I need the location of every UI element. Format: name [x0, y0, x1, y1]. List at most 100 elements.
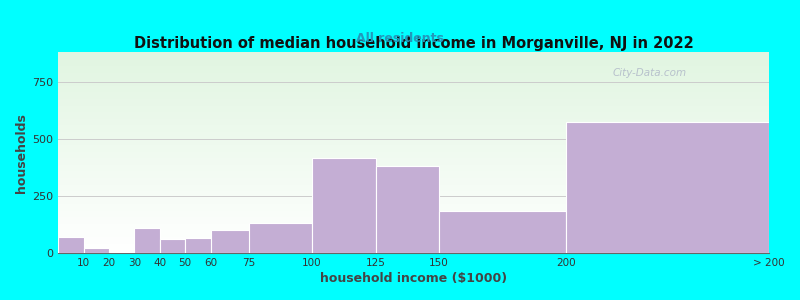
Bar — [58, 149, 769, 150]
Bar — [58, 245, 769, 246]
Bar — [58, 162, 769, 163]
Bar — [58, 183, 769, 184]
Bar — [58, 121, 769, 122]
Bar — [58, 143, 769, 144]
Bar — [58, 110, 769, 111]
Bar — [58, 243, 769, 244]
Bar — [58, 89, 769, 90]
Bar — [58, 134, 769, 135]
Bar — [58, 213, 769, 214]
Bar — [58, 225, 769, 226]
Bar — [58, 93, 769, 94]
Bar — [58, 160, 769, 161]
Bar — [58, 214, 769, 215]
Bar — [58, 72, 769, 73]
Text: All residents: All residents — [356, 32, 444, 44]
Bar — [210, 230, 274, 253]
Bar — [58, 232, 769, 233]
Bar — [185, 238, 223, 253]
Bar — [58, 123, 769, 124]
Y-axis label: households: households — [15, 112, 28, 193]
Bar — [58, 146, 769, 147]
Bar — [58, 124, 769, 125]
Bar — [58, 226, 769, 227]
Bar — [58, 165, 769, 166]
Bar — [58, 55, 769, 56]
Bar — [58, 64, 769, 65]
Bar — [58, 148, 769, 149]
Bar — [58, 187, 769, 188]
Bar — [58, 188, 769, 189]
Bar — [58, 155, 769, 156]
Bar — [58, 145, 769, 146]
Bar — [58, 138, 769, 139]
Bar — [58, 237, 83, 253]
Bar — [58, 190, 769, 191]
Bar — [58, 150, 769, 151]
Bar — [58, 215, 769, 216]
Bar — [58, 220, 769, 221]
Bar — [58, 206, 769, 207]
Bar — [58, 203, 769, 204]
Bar — [58, 80, 769, 81]
Bar — [58, 195, 769, 196]
Bar — [58, 136, 769, 137]
Bar — [58, 104, 769, 105]
Bar — [58, 212, 769, 213]
Bar — [58, 103, 769, 104]
Bar — [58, 69, 769, 70]
Bar — [58, 75, 769, 76]
Bar — [58, 239, 769, 240]
Bar — [58, 248, 769, 249]
Bar — [58, 82, 769, 83]
Bar — [58, 108, 769, 109]
Bar — [58, 53, 769, 54]
Bar — [58, 151, 769, 152]
Bar — [58, 90, 769, 91]
Bar — [58, 129, 769, 130]
Bar — [58, 224, 769, 225]
Bar — [58, 98, 769, 99]
Bar — [58, 237, 769, 238]
Bar — [566, 122, 769, 253]
Bar — [58, 131, 769, 132]
Bar — [58, 76, 769, 77]
Bar — [58, 197, 769, 198]
Bar — [58, 100, 769, 101]
Bar — [58, 135, 769, 136]
Text: City-Data.com: City-Data.com — [613, 68, 687, 78]
Bar — [58, 199, 769, 200]
Bar — [58, 88, 769, 89]
Bar — [58, 102, 769, 103]
Bar — [58, 191, 769, 192]
Bar — [58, 128, 769, 129]
Bar — [58, 63, 769, 64]
Bar — [58, 228, 769, 229]
Bar — [58, 207, 769, 208]
Bar — [58, 99, 769, 100]
Bar — [58, 116, 769, 117]
Bar — [58, 198, 769, 199]
Bar — [58, 200, 769, 201]
Bar — [58, 101, 769, 102]
Bar — [58, 158, 769, 159]
Bar — [58, 65, 769, 66]
Bar — [58, 170, 769, 171]
Bar — [58, 92, 769, 93]
Bar — [58, 66, 769, 67]
Bar — [58, 77, 769, 78]
Bar — [58, 112, 769, 113]
Bar — [58, 176, 769, 177]
Bar — [58, 227, 769, 228]
Bar — [58, 126, 769, 127]
Bar — [58, 234, 769, 235]
Bar — [134, 228, 160, 253]
Bar — [58, 201, 769, 202]
Bar — [58, 132, 769, 133]
Bar — [58, 137, 769, 138]
Bar — [58, 57, 769, 58]
Bar — [58, 163, 769, 164]
Bar — [58, 119, 769, 120]
Bar — [58, 130, 769, 131]
Bar — [58, 242, 769, 243]
